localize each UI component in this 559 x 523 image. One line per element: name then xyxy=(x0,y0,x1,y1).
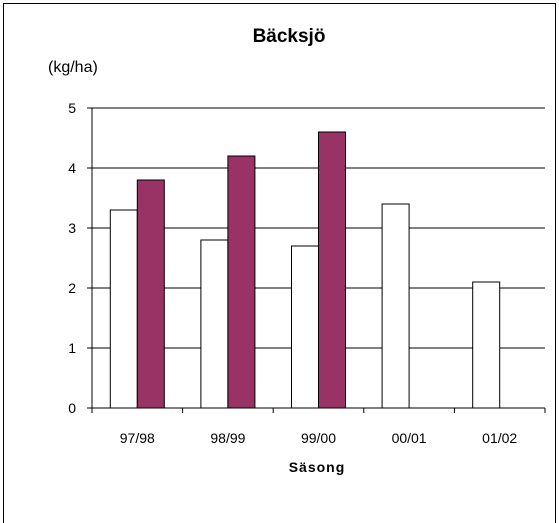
bars xyxy=(109,131,501,409)
bar-series-2-99-00 xyxy=(318,131,346,409)
y-tick-label: 4 xyxy=(68,160,76,176)
chart-title: Bäcksjö xyxy=(253,26,326,47)
bar-series-2-98-99 xyxy=(227,155,256,409)
bar-series-1-99-00 xyxy=(291,245,319,409)
axes xyxy=(87,107,546,413)
bar-series-1-97-98 xyxy=(109,209,138,409)
bar-series-1-01-02 xyxy=(472,281,501,409)
bar-chart: Bäcksjö (kg/ha) 0 1 2 3 4 5 97/98 98/99 99/00 00… xyxy=(48,26,546,475)
chart-frame xyxy=(3,3,556,523)
y-tick-label: 5 xyxy=(68,100,76,116)
x-tick-label: 01/02 xyxy=(482,430,517,446)
bar-series-1-00-01 xyxy=(381,203,410,409)
y-tick-labels: 0 1 2 3 4 5 xyxy=(68,100,76,416)
x-tick-label: 00/01 xyxy=(392,430,427,446)
x-tick-label: 98/99 xyxy=(210,430,245,446)
y-tick-label: 3 xyxy=(68,220,76,236)
x-axis-label: Säsong xyxy=(289,459,346,475)
x-tick-labels: 97/98 98/99 99/00 00/01 01/02 xyxy=(120,430,518,446)
x-tick-label: 97/98 xyxy=(120,430,155,446)
bar-series-1-98-99 xyxy=(200,239,229,409)
x-tick-label: 99/00 xyxy=(301,430,336,446)
y-tick-label: 1 xyxy=(68,340,76,356)
unit-label: (kg/ha) xyxy=(48,59,98,76)
y-tick-label: 2 xyxy=(68,280,76,296)
bar-series-2-97-98 xyxy=(136,179,165,409)
y-tick-label: 0 xyxy=(68,400,76,416)
